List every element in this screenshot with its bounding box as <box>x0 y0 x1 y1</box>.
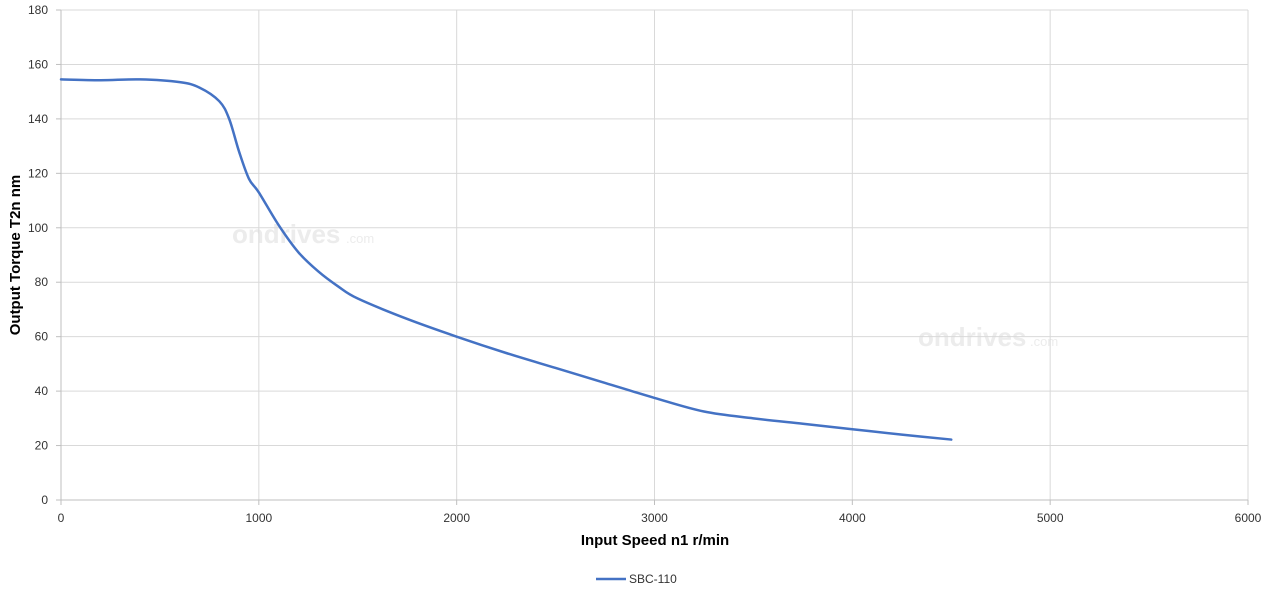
x-tick-label-6000: 6000 <box>1235 511 1262 525</box>
y-tick-label-40: 40 <box>35 384 49 398</box>
x-tick-label-5000: 5000 <box>1037 511 1064 525</box>
y-tick-label-160: 160 <box>28 57 48 71</box>
y-tick-label-60: 60 <box>35 330 49 344</box>
y-axis-title: Output Torque T2n nm <box>7 175 24 336</box>
axes <box>56 9 1249 505</box>
y-tick-label-20: 20 <box>35 439 49 453</box>
x-tick-label-0: 0 <box>58 511 65 525</box>
series-line-sbc-110 <box>59 78 953 441</box>
x-tick-label-2000: 2000 <box>443 511 470 525</box>
legend-label-sbc-110: SBC-110 <box>629 572 677 586</box>
watermark-text: ondrives <box>232 219 340 249</box>
y-tick-label-140: 140 <box>28 112 48 126</box>
y-tick-label-100: 100 <box>28 221 48 235</box>
y-tick-label-0: 0 <box>41 493 48 507</box>
x-axis-title: Input Speed n1 r/min <box>581 532 729 549</box>
x-tick-label-3000: 3000 <box>641 511 668 525</box>
watermark-suffix: .com <box>346 231 374 246</box>
watermark-layer: ondrives .com ondrives .com <box>232 219 1058 352</box>
x-tick-label-4000: 4000 <box>839 511 866 525</box>
y-tick-label-180: 180 <box>28 3 48 17</box>
tick-labels: 0 20 40 60 80 100 120 140 160 180 0 1000 2000 3000 400… <box>28 3 1262 525</box>
grid-lines <box>61 9 1249 500</box>
y-tick-label-120: 120 <box>28 166 48 180</box>
series-layer <box>59 78 953 441</box>
legend: SBC-110 <box>596 572 677 586</box>
watermark-suffix-2: .com <box>1030 334 1058 349</box>
x-tick-label-1000: 1000 <box>245 511 272 525</box>
y-tick-label-80: 80 <box>35 275 49 289</box>
